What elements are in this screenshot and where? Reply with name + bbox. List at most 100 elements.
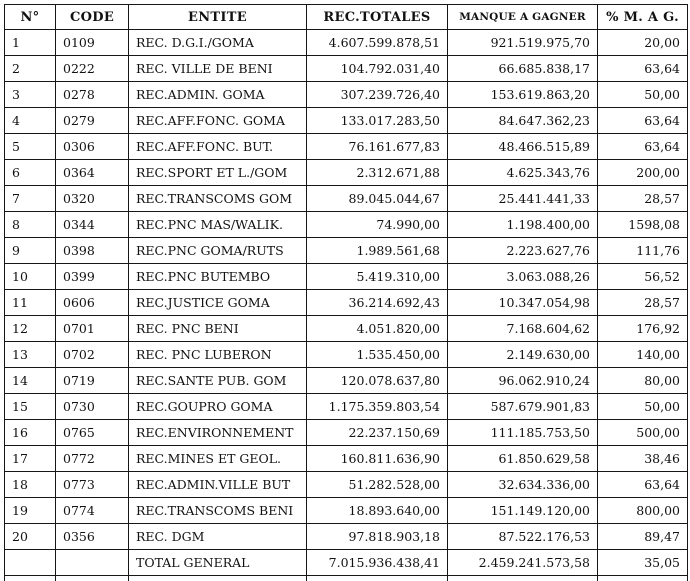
cell-num: 7	[4, 185, 56, 212]
table-row: 20 0356 REC. DGM 97.818.903,18 87.522.176,53…	[4, 523, 688, 550]
cell-code: 0765	[55, 419, 129, 446]
table-row: 15 0730 REC.GOUPRO GOMA 1.175.359.803,54 587…	[4, 393, 688, 420]
cell-code: 0774	[55, 497, 129, 524]
cell-entite: REC.MINES ET GEOL.	[128, 445, 307, 472]
cell-manque-a-gagner: 1.198.400,00	[447, 211, 598, 238]
table-header: N° CODE ENTITE REC.TOTALES MANQUE A GAGNER% …	[4, 4, 688, 30]
cell-code: 0279	[55, 107, 129, 134]
table-row: 12 0701 REC. PNC BENI 4.051.820,00 7.168.604…	[4, 315, 688, 342]
cell-code: 0398	[55, 237, 129, 264]
cell-entite: REC.JUSTICE GOMA	[128, 289, 307, 316]
cell-entite: REC.GOUPRO GOMA	[128, 393, 307, 420]
cell-entite	[128, 575, 307, 581]
cell-num: 10	[4, 263, 56, 290]
cell-rec-totales: 18.893.640,00	[306, 497, 448, 524]
cell-manque-a-gagner: 2.223.627,76	[447, 237, 598, 264]
cell-code: 0773	[55, 471, 129, 498]
cell-rec-totales: 76.161.677,83	[306, 133, 448, 160]
cell-rec-totales: 7.015.936.438,41	[306, 549, 448, 576]
cell-code: 0730	[55, 393, 129, 420]
cell-manque-a-gagner: 7.168.604,62	[447, 315, 598, 342]
cell-pct-mag: 63,64	[597, 471, 688, 498]
cell-code: 0320	[55, 185, 129, 212]
cell-pct-mag	[597, 575, 688, 581]
table-row: 9 0398 REC.PNC GOMA/RUTS 1.989.561,68 2.223.…	[4, 237, 688, 264]
cell-entite: REC.AFF.FONC. BUT.	[128, 133, 307, 160]
cell-rec-totales: 89.045.044,67	[306, 185, 448, 212]
cell-num: 9	[4, 237, 56, 264]
cell-pct-mag: 20,00	[597, 29, 688, 56]
cell-manque-a-gagner: 61.850.629,58	[447, 445, 598, 472]
cell-entite: REC. PNC BENI	[128, 315, 307, 342]
cell-num: 16	[4, 419, 56, 446]
cell-code	[55, 549, 129, 576]
cell-pct-mag: 800,00	[597, 497, 688, 524]
cell-num: 4	[4, 107, 56, 134]
cell-pct-mag: 28,57	[597, 289, 688, 316]
cell-entite: REC.ENVIRONNEMENT	[128, 419, 307, 446]
cell-code: 0306	[55, 133, 129, 160]
table-row: 13 0702 REC. PNC LUBERON 1.535.450,00 2.149.…	[4, 341, 688, 368]
cell-code: 0222	[55, 55, 129, 82]
cell-rec-totales: 133.017.283,50	[306, 107, 448, 134]
cell-code: 0109	[55, 29, 129, 56]
cell-pct-mag: 1598,08	[597, 211, 688, 238]
table-row: 14 0719 REC.SANTE PUB. GOM 120.078.637,80 96…	[4, 367, 688, 394]
table-row: 16 0765 REC.ENVIRONNEMENT 22.237.150,69 111.…	[4, 419, 688, 446]
table-row: 7 0320 REC.TRANSCOMS GOM 89.045.044,67 25.44…	[4, 185, 688, 212]
cell-entite: REC.AFF.FONC. GOMA	[128, 107, 307, 134]
cell-pct-mag: 63,64	[597, 107, 688, 134]
table-row: 19 0774 REC.TRANSCOMS BENI 18.893.640,00 151…	[4, 497, 688, 524]
cell-num: 11	[4, 289, 56, 316]
recettes-table: N° CODE ENTITE REC.TOTALES MANQUE A GAGNER% …	[4, 4, 688, 581]
cell-manque-a-gagner: 2.149.630,00	[447, 341, 598, 368]
cell-num: 12	[4, 315, 56, 342]
cell-num: 6	[4, 159, 56, 186]
cell-entite: REC.PNC GOMA/RUTS	[128, 237, 307, 264]
cell-rec-totales: 97.818.903,18	[306, 523, 448, 550]
table-row: 11 0606 REC.JUSTICE GOMA 36.214.692,43 10.34…	[4, 289, 688, 316]
cell-rec-totales: 120.078.637,80	[306, 367, 448, 394]
cell-entite: TOTAL GENERAL	[128, 549, 307, 576]
table-row: 18 0773 REC.ADMIN.VILLE BUT 51.282.528,00 32…	[4, 471, 688, 498]
cell-code: 0772	[55, 445, 129, 472]
header-manque-a-gagner: MANQUE A GAGNER	[447, 4, 598, 30]
table-row: 2 0222 REC. VILLE DE BENI 104.792.031,40 66.…	[4, 55, 688, 82]
cell-manque-a-gagner: 32.634.336,00	[447, 471, 598, 498]
header-pct-mag: % M. A G.	[597, 4, 688, 30]
cell-rec-totales: 307.239.726,40	[306, 81, 448, 108]
cell-num	[4, 575, 56, 581]
cell-entite: REC. VILLE DE BENI	[128, 55, 307, 82]
table-row: 1 0109 REC. D.G.I./GOMA 4.607.599.878,51 921…	[4, 29, 688, 56]
cell-manque-a-gagner: 587.679.901,83	[447, 393, 598, 420]
cell-pct-mag: 200,00	[597, 159, 688, 186]
cell-entite: REC.ADMIN. GOMA	[128, 81, 307, 108]
cell-pct-mag: 38,46	[597, 445, 688, 472]
cell-manque-a-gagner: 25.441.441,33	[447, 185, 598, 212]
cell-code	[55, 575, 129, 581]
cell-rec-totales: 5.419.310,00	[306, 263, 448, 290]
cell-pct-mag: 28,57	[597, 185, 688, 212]
cell-code: 0701	[55, 315, 129, 342]
cell-rec-totales: 104.792.031,40	[306, 55, 448, 82]
cell-manque-a-gagner: 153.619.863,20	[447, 81, 598, 108]
cell-pct-mag: 176,92	[597, 315, 688, 342]
cell-manque-a-gagner: 48.466.515,89	[447, 133, 598, 160]
cell-rec-totales: 160.811.636,90	[306, 445, 448, 472]
cell-num: 15	[4, 393, 56, 420]
cell-rec-totales: 51.282.528,00	[306, 471, 448, 498]
cell-manque-a-gagner: 84.647.362,23	[447, 107, 598, 134]
cell-entite: REC.SANTE PUB. GOM	[128, 367, 307, 394]
table-row: 5 0306 REC.AFF.FONC. BUT. 76.161.677,83 48.4…	[4, 133, 688, 160]
cell-rec-totales	[306, 575, 448, 581]
cell-pct-mag: 63,64	[597, 55, 688, 82]
cell-manque-a-gagner: 921.519.975,70	[447, 29, 598, 56]
cell-code: 0356	[55, 523, 129, 550]
table-row: 4 0279 REC.AFF.FONC. GOMA 133.017.283,50 84.…	[4, 107, 688, 134]
cell-rec-totales: 1.535.450,00	[306, 341, 448, 368]
table-row	[4, 575, 688, 581]
header-code: CODE	[55, 4, 129, 30]
cell-manque-a-gagner	[447, 575, 598, 581]
cell-manque-a-gagner: 3.063.088,26	[447, 263, 598, 290]
